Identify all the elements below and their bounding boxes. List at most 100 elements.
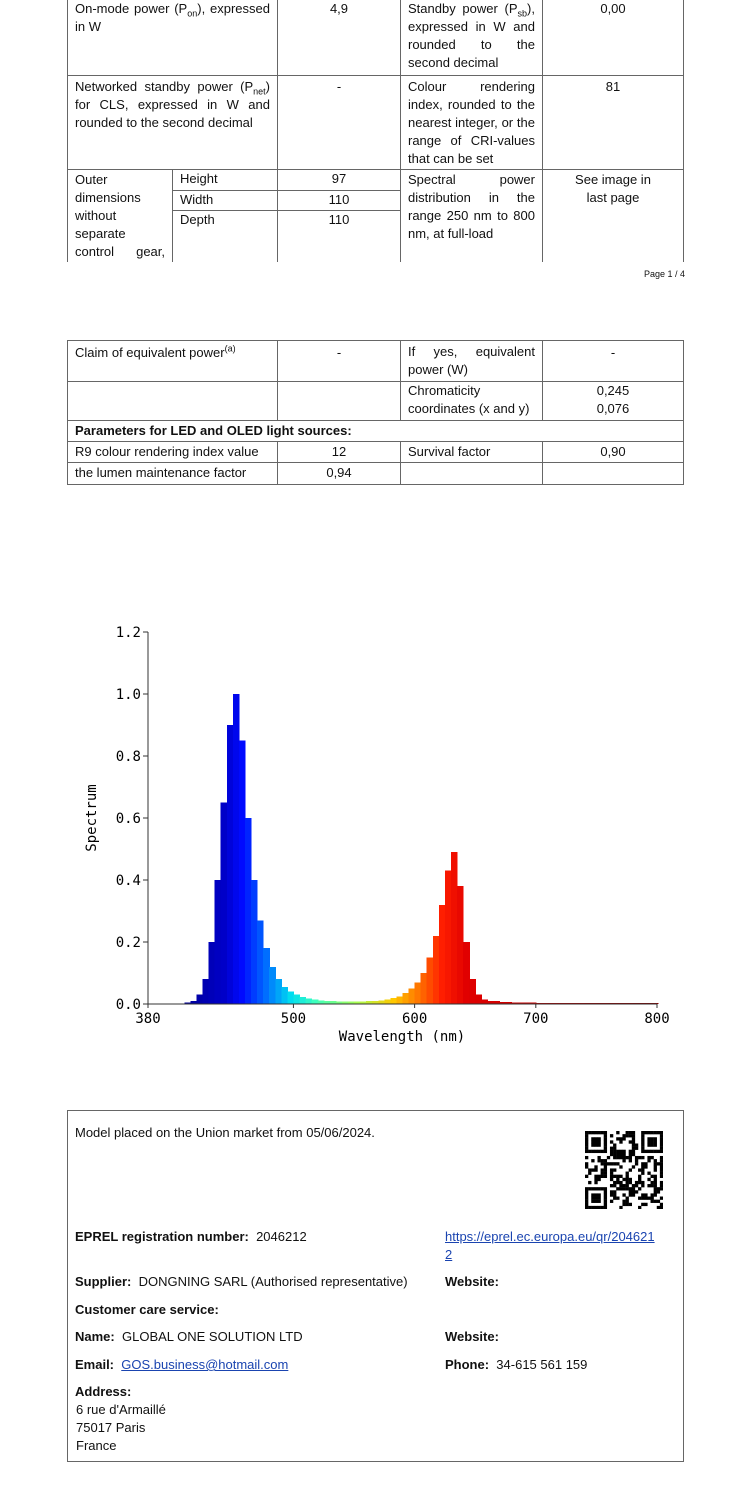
qr-module <box>591 1187 595 1191</box>
qr-module <box>647 1171 651 1175</box>
qr-module <box>600 1131 604 1135</box>
text: ), expressed in W and rounded to the sec… <box>408 1 535 70</box>
qr-module <box>594 1196 598 1200</box>
qr-module <box>634 1146 639 1150</box>
qr-module <box>622 1155 626 1160</box>
y-axis-label: Spectrum <box>84 784 100 851</box>
qr-module <box>659 1205 663 1209</box>
qr-module <box>591 1159 595 1163</box>
cell: - <box>277 75 401 170</box>
cell: 97 <box>277 169 401 191</box>
qr-module <box>603 1149 608 1154</box>
qr-module <box>585 1205 589 1209</box>
qr-code <box>585 1131 663 1209</box>
spectrum-bar <box>414 982 422 1004</box>
qr-module <box>585 1143 589 1147</box>
qr-module <box>647 1177 651 1182</box>
qr-module <box>659 1196 663 1200</box>
qr-module <box>597 1137 601 1141</box>
qr-module <box>609 1199 614 1203</box>
qr-module <box>606 1155 611 1160</box>
qr-module <box>653 1174 657 1178</box>
qr-module <box>597 1187 601 1191</box>
qr-module <box>597 1174 601 1178</box>
qr-module <box>641 1149 645 1154</box>
qr-module <box>622 1137 626 1141</box>
qr-module <box>616 1187 620 1191</box>
qr-module <box>650 1143 654 1147</box>
cell: Outer dimensions without separate contro… <box>67 169 173 262</box>
qr-module <box>591 1149 595 1154</box>
qr-module <box>622 1187 626 1191</box>
qr-module <box>625 1155 629 1160</box>
eprel-link[interactable]: https://eprel.ec.europa.eu/qr/2046212 <box>445 1229 655 1262</box>
spectrum-bar <box>481 999 488 1004</box>
qr-module <box>650 1196 654 1200</box>
qr-module <box>625 1199 629 1203</box>
text: Networked standby power (P <box>75 79 254 94</box>
qr-module <box>591 1131 595 1135</box>
qr-module <box>603 1202 608 1207</box>
qr-module <box>628 1131 632 1135</box>
qr-module <box>609 1149 614 1154</box>
qr-module <box>641 1131 645 1135</box>
qr-module <box>641 1168 645 1172</box>
qr-module <box>616 1152 620 1157</box>
qr-module <box>622 1193 626 1197</box>
spectrum-bar <box>232 694 240 1004</box>
qr-module <box>585 1146 589 1150</box>
qr-module <box>631 1152 636 1157</box>
qr-module <box>625 1184 629 1188</box>
qr-module <box>603 1143 608 1147</box>
qr-module <box>641 1162 645 1166</box>
cell: - <box>277 340 401 382</box>
qr-module <box>585 1137 589 1141</box>
value: DONGNING SARL (Authorised representative… <box>138 1274 408 1289</box>
qr-module <box>597 1193 601 1197</box>
spectrum-bar <box>657 1002 659 1004</box>
spectrum-bar <box>408 988 416 1004</box>
qr-module <box>594 1199 598 1203</box>
x-tick-label: 500 <box>281 1011 306 1027</box>
qr-module <box>594 1180 598 1185</box>
field: Phone: 34-615 561 159 <box>445 1356 587 1374</box>
qr-module <box>628 1159 632 1163</box>
spectrum-bar <box>372 1000 379 1004</box>
spectrum-bar <box>244 818 252 1004</box>
qr-module <box>613 1190 617 1194</box>
qr-module <box>619 1180 623 1185</box>
qr-module <box>609 1146 614 1150</box>
qr-module <box>644 1193 648 1197</box>
qr-module <box>653 1180 657 1185</box>
qr-module <box>585 1131 589 1135</box>
qr-module <box>628 1152 632 1157</box>
qr-module <box>597 1155 601 1160</box>
qr-module <box>609 1177 614 1182</box>
spectrum-bar <box>323 1000 331 1004</box>
y-tick-label: 1.0 <box>116 687 141 703</box>
spectrum-bar <box>311 999 319 1004</box>
qr-module <box>628 1177 632 1182</box>
spectrum-bar <box>396 996 404 1004</box>
email-link[interactable]: GOS.business@hotmail.com <box>121 1357 289 1372</box>
y-tick-label: 0.4 <box>116 873 141 889</box>
qr-module <box>603 1146 608 1150</box>
qr-module <box>588 1149 592 1154</box>
qr-module <box>659 1202 663 1207</box>
qr-module <box>594 1177 598 1182</box>
cell: 81 <box>542 75 684 170</box>
address-line: 6 rue d'Armaillé <box>76 1402 166 1417</box>
qr-module <box>634 1155 639 1160</box>
qr-module <box>588 1187 592 1191</box>
qr-module <box>647 1143 651 1147</box>
spectrum-bar <box>444 870 452 1004</box>
qr-module <box>591 1199 595 1203</box>
text: Model placed on the Union market from 05… <box>75 1125 375 1140</box>
qr-module <box>634 1159 639 1163</box>
qr-module <box>647 1159 651 1163</box>
qr-module <box>597 1149 601 1154</box>
qr-module <box>600 1162 604 1166</box>
qr-module <box>628 1190 632 1194</box>
qr-module <box>619 1205 623 1209</box>
spectrum-bar <box>438 904 446 1004</box>
